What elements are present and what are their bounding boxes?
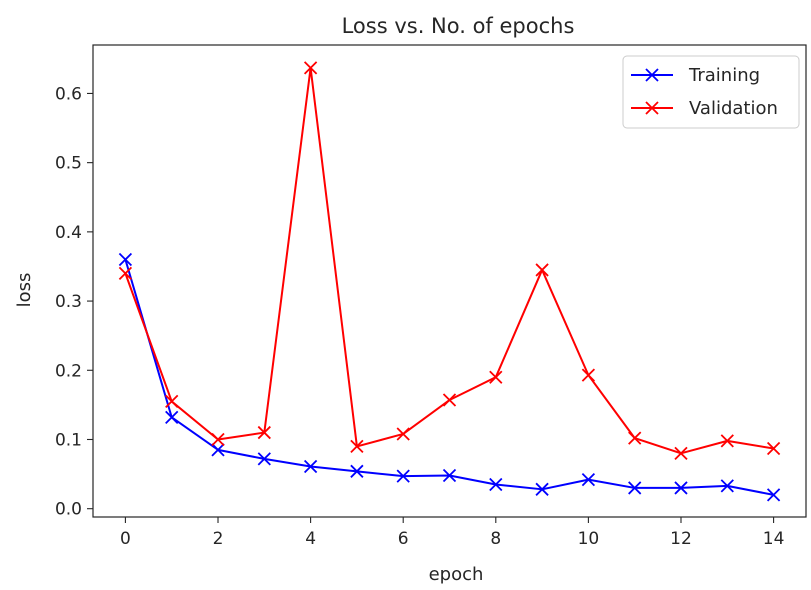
legend-validation-label: Validation (689, 98, 778, 119)
y-tick-label: 0.0 (55, 500, 82, 520)
training-point (581, 472, 596, 487)
legend-validation-marker (645, 101, 659, 115)
x-tick-label: 10 (578, 529, 600, 549)
validation-point (581, 368, 596, 382)
validation-point (535, 263, 549, 277)
training-point (303, 459, 318, 474)
x-tick-label: 8 (490, 529, 501, 549)
series-layer (118, 61, 781, 502)
x-tick-label: 2 (213, 529, 224, 549)
validation-point (674, 446, 688, 460)
validation-point (257, 425, 271, 440)
x-tick-label: 6 (398, 529, 409, 549)
y-tick-label: 0.3 (55, 292, 82, 312)
validation-point (442, 393, 457, 407)
validation-point (350, 439, 364, 454)
axes-layer: 0 2 4 6 8 10 12 14 0.0 0.1 0.2 0.3 0.4 0.5 0.6 (55, 84, 784, 549)
x-tick-label: 0 (120, 529, 131, 549)
validation-point (211, 432, 225, 447)
x-axis-title: epoch (429, 564, 484, 585)
training-point (118, 252, 133, 267)
y-tick-label: 0.6 (55, 84, 82, 104)
validation-point (628, 431, 642, 445)
training-point (535, 482, 549, 496)
validation-point (489, 370, 503, 384)
training-series-line (124, 259, 774, 496)
training-point (766, 488, 781, 502)
training-point (720, 479, 734, 493)
training-point (628, 481, 642, 495)
legend-training-marker (645, 68, 659, 82)
legend-training-label: Training (688, 65, 760, 86)
training-point (211, 443, 225, 457)
training-point (396, 469, 410, 483)
training-point (257, 452, 271, 466)
validation-point (396, 427, 410, 441)
validation-point (303, 61, 318, 75)
x-tick-label: 12 (670, 529, 692, 549)
validation-point (165, 394, 179, 409)
validation-point (118, 266, 133, 281)
y-tick-label: 0.5 (55, 154, 82, 174)
x-tick-label: 14 (763, 529, 785, 549)
y-axis-title: loss (14, 273, 35, 308)
validation-point (766, 441, 781, 456)
plot-frame (92, 44, 807, 518)
training-point (674, 481, 688, 495)
y-tick-label: 0.2 (55, 361, 82, 381)
x-tick-label: 4 (305, 529, 316, 549)
training-point (350, 464, 364, 478)
legend: Training Validation (622, 55, 800, 129)
training-point (442, 468, 457, 483)
training-point (165, 410, 179, 424)
y-tick-label: 0.4 (55, 223, 82, 243)
y-tick-label: 0.1 (55, 430, 82, 450)
chart-title: Loss vs. No. of epochs (342, 14, 575, 38)
validation-point (720, 434, 734, 448)
training-point (489, 477, 503, 492)
